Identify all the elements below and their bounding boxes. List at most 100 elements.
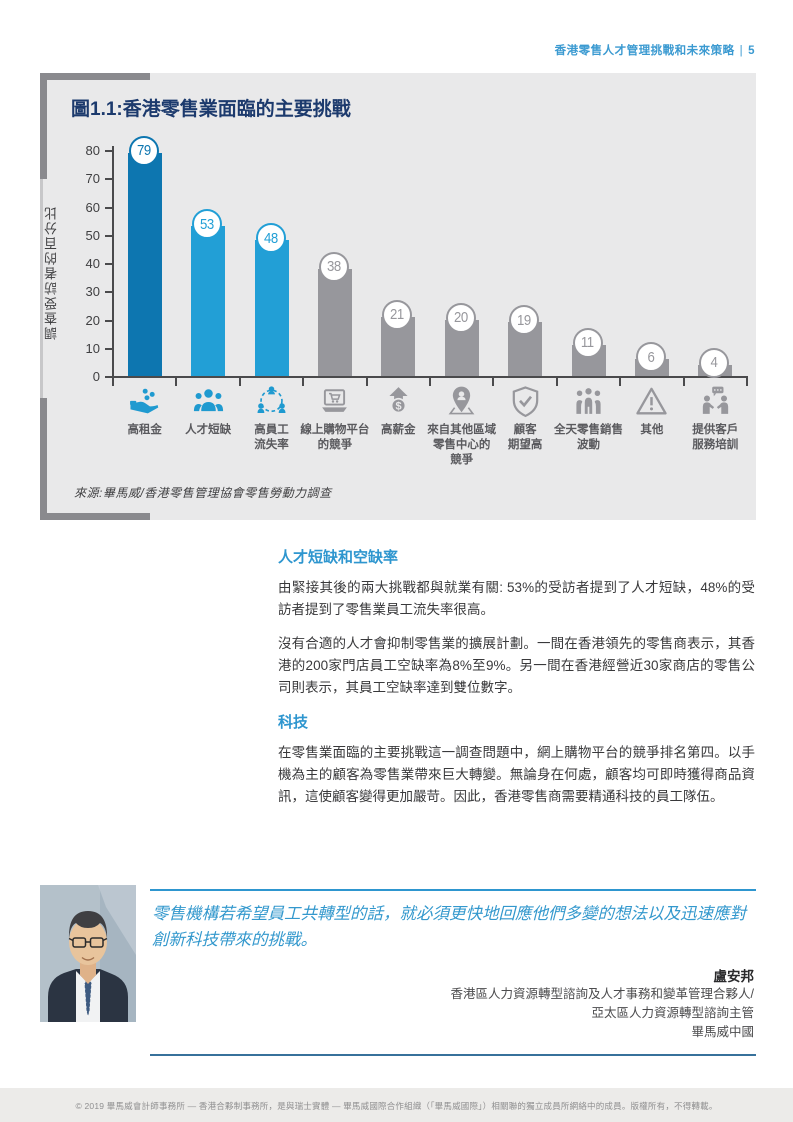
x-axis <box>112 376 748 378</box>
bar-value-badge: 38 <box>318 251 349 282</box>
x-tick <box>302 378 305 386</box>
y-tick-label: 50 <box>85 227 100 243</box>
bar-value-badge: 20 <box>445 302 476 333</box>
bar <box>191 226 226 376</box>
training-icon <box>702 386 728 414</box>
people-icon <box>193 389 223 412</box>
x-tick <box>619 378 622 386</box>
y-tick-label: 30 <box>85 284 100 300</box>
warning-icon <box>636 387 668 415</box>
coins-hand-icon <box>130 388 159 414</box>
bracket-top <box>40 73 150 80</box>
category-icon-slot <box>684 385 747 423</box>
x-tick <box>365 378 368 386</box>
header-divider: | <box>739 45 744 57</box>
section-paragraph: 由緊接其後的兩大挑戰都與就業有關: 53%的受訪者提到了人才短缺，48%的受訪者… <box>278 580 755 617</box>
y-tick <box>105 178 112 181</box>
bracket-left-middle <box>40 179 43 398</box>
chart-source: 來源:畢馬威/香港零售管理協會零售勞動力調查 <box>74 486 332 500</box>
category-icon-slot <box>430 385 493 423</box>
category-label: 來自其他區域 零售中心的 競爭 <box>427 424 497 466</box>
x-tick <box>238 378 241 386</box>
category-icon-slot <box>113 385 176 423</box>
bar-value: 4 <box>710 354 718 372</box>
x-tick <box>555 378 558 386</box>
y-tick-label: 0 <box>92 369 100 384</box>
bracket-left-top <box>40 73 47 179</box>
x-tick <box>746 378 748 386</box>
bar-value-badge: 48 <box>255 223 286 254</box>
quote-role-line: 亞太區人力資源轉型諮詢主管 <box>591 1006 754 1020</box>
y-tick <box>105 263 112 265</box>
y-tick-label: 10 <box>85 340 100 356</box>
footer-text: © 2019 畢馬威會計師事務所 — 香港合夥制事務所，是與瑞士實體 — 畢馬威… <box>75 1101 718 1111</box>
map-pin-icon <box>448 386 475 415</box>
x-tick <box>429 378 431 386</box>
category-icon-slot <box>493 385 556 423</box>
x-tick <box>112 378 114 386</box>
section-paragraph: 在零售業面臨的主要挑戰這一調查問題中，網上購物平台的競爭排名第四。以手機為主的顧… <box>278 745 755 804</box>
bar-value: 6 <box>647 348 655 366</box>
salary-up-icon: $ <box>389 387 408 414</box>
category-label: 高薪金 <box>381 424 416 436</box>
x-tick <box>492 378 495 386</box>
bar <box>254 240 289 376</box>
bracket-left-bottom <box>40 398 47 520</box>
category-label: 其他 <box>640 424 664 436</box>
bar-value: 11 <box>581 334 594 352</box>
category-label: 高租金 <box>127 424 162 436</box>
quote-author-name: 盧安邦 <box>713 969 755 984</box>
footer-strip: © 2019 畢馬威會計師事務所 — 香港合夥制事務所，是與瑞士實體 — 畢馬威… <box>0 1088 793 1122</box>
category-label: 提供客戶 服務培訓 <box>692 424 739 451</box>
category-icon-slot <box>620 385 683 423</box>
bar-value: 53 <box>200 215 214 233</box>
section: 人才短缺和空缺率由緊接其後的兩大挑戰都與就業有關: 53%的受訪者提到了人才短缺… <box>278 546 755 699</box>
bar <box>317 268 352 376</box>
y-tick-label: 40 <box>85 256 100 271</box>
section-heading: 人才短缺和空缺率 <box>278 549 399 566</box>
bar-value: 21 <box>390 306 405 324</box>
category-icon-slot <box>240 385 303 423</box>
laptop-cart-icon <box>322 389 348 412</box>
header-title: 香港零售人才管理挑戰和未來策略 <box>554 45 735 57</box>
quote-role-line: 香港區人力資源轉型諮詢及人才事務和變革管理合夥人/ <box>450 987 754 1001</box>
content-sections: 人才短缺和空缺率由緊接其後的兩大挑戰都與就業有關: 53%的受訪者提到了人才短缺… <box>278 546 755 820</box>
quote-author-roles: 香港區人力資源轉型諮詢及人才事務和變革管理合夥人/亞太區人力資源轉型諮詢主管畢馬… <box>152 985 754 1042</box>
section-heading: 科技 <box>278 714 309 731</box>
y-tick <box>105 206 112 209</box>
category-icon-slot <box>557 385 620 423</box>
y-tick <box>105 347 112 350</box>
bar-value-badge: 19 <box>509 305 540 336</box>
quote-role-line: 畢馬威中國 <box>691 1025 754 1039</box>
turnover-icon <box>257 386 286 414</box>
y-tick-label: 70 <box>85 171 100 187</box>
quote-text: 零售機構若希望員工共轉型的話，就必須更快地回應他們多變的想法以及迅速應對創新科技… <box>152 905 746 949</box>
bar-value: 79 <box>136 142 151 160</box>
svg-text:$: $ <box>395 400 401 412</box>
category-label: 高員工 流失率 <box>254 424 289 451</box>
y-axis <box>112 146 114 378</box>
chart-panel: 圖1.1:香港零售業面臨的主要挑戰 調查受訪者的百分比 0 10 20 30 40 50 6… <box>40 73 756 520</box>
bracket-bottom <box>40 513 150 520</box>
y-tick-label: 20 <box>85 312 100 328</box>
y-tick <box>105 376 112 378</box>
category-icon-slot <box>176 385 239 423</box>
category-icon-slot: $ <box>367 385 430 423</box>
category-label: 人才短缺 <box>185 424 232 436</box>
bar-value: 19 <box>517 311 531 329</box>
quote-block: 零售機構若希望員工共轉型的話，就必須更快地回應他們多變的想法以及迅速應對創新科技… <box>150 889 756 1056</box>
category-label: 顧客 期望高 <box>507 424 543 451</box>
bar-value-badge: 4 <box>699 347 730 378</box>
y-tick-label: 80 <box>85 143 100 158</box>
shield-check-icon <box>512 386 538 418</box>
bar-value: 48 <box>263 229 278 247</box>
x-tick <box>682 378 685 386</box>
header-page-number: 5 <box>748 45 755 57</box>
bar-value-badge: 6 <box>635 342 666 373</box>
category-label: 全天零售銷售 波動 <box>554 424 623 451</box>
y-tick <box>105 150 112 152</box>
people-group-icon <box>576 388 601 414</box>
bar-value-badge: 11 <box>572 327 603 358</box>
bar <box>127 152 162 376</box>
